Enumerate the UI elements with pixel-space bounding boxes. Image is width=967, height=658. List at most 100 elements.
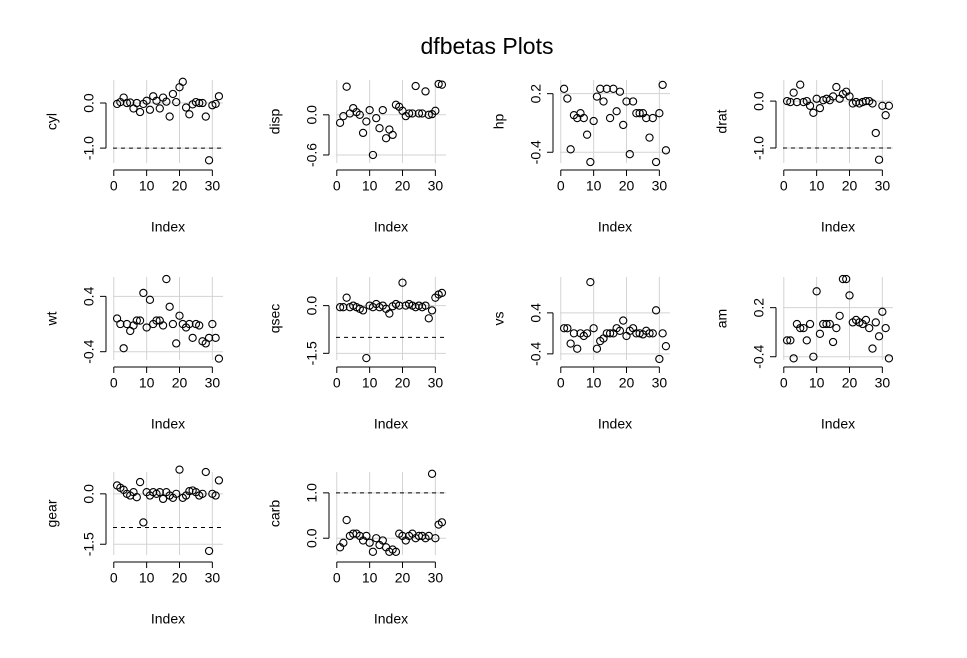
y-tick-label: -0.4: [528, 140, 544, 164]
point: [602, 329, 611, 338]
point: [792, 97, 802, 107]
y-tick-label: 0.0: [751, 91, 767, 111]
point: [884, 354, 894, 363]
x-tick-label: 10: [809, 375, 825, 391]
point: [211, 99, 220, 109]
point: [175, 465, 184, 474]
x-tick-label: 0: [333, 178, 341, 194]
point: [339, 303, 348, 312]
point: [411, 81, 420, 91]
point: [208, 319, 217, 329]
y-axis-label: carb: [267, 500, 283, 527]
point: [828, 337, 838, 347]
x-axis-label: Index: [151, 219, 185, 235]
point: [651, 306, 661, 315]
y-axis-label: am: [714, 309, 730, 328]
point: [132, 493, 141, 502]
x-tick-label: 10: [362, 375, 378, 391]
point: [158, 321, 168, 330]
point: [782, 336, 792, 345]
point: [845, 291, 854, 300]
x-tick-label: 0: [110, 178, 118, 194]
point: [619, 120, 628, 130]
point: [645, 133, 654, 142]
point: [615, 87, 625, 96]
point: [421, 87, 430, 96]
point: [358, 128, 368, 138]
point: [335, 303, 345, 312]
point: [874, 332, 884, 341]
point: [615, 326, 625, 335]
point: [195, 321, 204, 330]
point: [865, 323, 874, 333]
point: [139, 518, 148, 527]
y-tick-label: 1.0: [304, 483, 320, 503]
point: [655, 109, 664, 118]
point: [573, 344, 582, 353]
point: [172, 489, 181, 498]
panel: 0 10 20 30 -0.4 0.2 Index hp: [491, 80, 671, 235]
x-tick-label: 10: [586, 375, 602, 391]
y-axis-label: wt: [44, 311, 60, 326]
point: [204, 333, 214, 343]
point: [378, 536, 387, 545]
point: [195, 98, 204, 108]
x-tick-label: 10: [809, 178, 825, 194]
point: [832, 323, 841, 333]
point: [181, 103, 191, 112]
point: [815, 329, 825, 338]
x-axis-label: Index: [821, 219, 855, 235]
point: [139, 288, 148, 298]
point: [625, 150, 634, 159]
x-axis-label: Index: [374, 416, 408, 432]
point: [395, 301, 404, 310]
x-tick-label: 10: [139, 375, 155, 391]
point: [421, 301, 430, 310]
point: [586, 157, 595, 167]
point: [378, 105, 387, 115]
point: [861, 315, 871, 325]
point: [168, 319, 178, 329]
panel: 0 10 20 30 -1.0 0.0 Index drat: [714, 80, 894, 235]
point: [592, 344, 602, 353]
x-axis-label: Index: [598, 219, 632, 235]
x-tick-label: 20: [842, 178, 858, 194]
point: [661, 342, 671, 351]
point: [845, 92, 854, 101]
point: [868, 99, 877, 108]
point: [805, 319, 815, 329]
x-tick-label: 30: [428, 570, 444, 586]
x-tick-label: 30: [652, 178, 668, 194]
point: [404, 109, 414, 118]
y-tick-label: -0.4: [751, 344, 767, 368]
point: [602, 84, 611, 93]
y-tick-label: -0.4: [81, 339, 97, 363]
point: [165, 112, 174, 121]
point: [172, 97, 181, 107]
x-tick-label: 10: [586, 178, 602, 194]
point: [434, 79, 443, 89]
x-tick-label: 30: [428, 375, 444, 391]
point: [789, 88, 798, 97]
y-axis-label: gear: [44, 499, 60, 527]
x-tick-label: 0: [110, 375, 118, 391]
point: [362, 117, 371, 126]
point: [214, 476, 224, 485]
y-tick-label: 0.0: [304, 296, 320, 316]
panel: 0 10 20 30 -0.4 0.2 Index am: [714, 274, 894, 432]
point: [635, 109, 644, 118]
x-tick-label: 30: [205, 570, 221, 586]
x-axis-label: Index: [821, 416, 855, 432]
x-tick-label: 0: [557, 178, 565, 194]
y-tick-label: -1.5: [81, 532, 97, 556]
x-tick-label: 20: [172, 570, 188, 586]
page-title: dfbetas Plots: [421, 33, 554, 59]
point: [178, 77, 187, 86]
x-tick-label: 10: [139, 570, 155, 586]
y-axis-label: disp: [267, 108, 283, 134]
point: [579, 113, 588, 123]
point: [355, 110, 364, 119]
y-tick-label: 0.0: [304, 528, 320, 548]
x-tick-label: 20: [842, 375, 858, 391]
point: [185, 110, 194, 119]
